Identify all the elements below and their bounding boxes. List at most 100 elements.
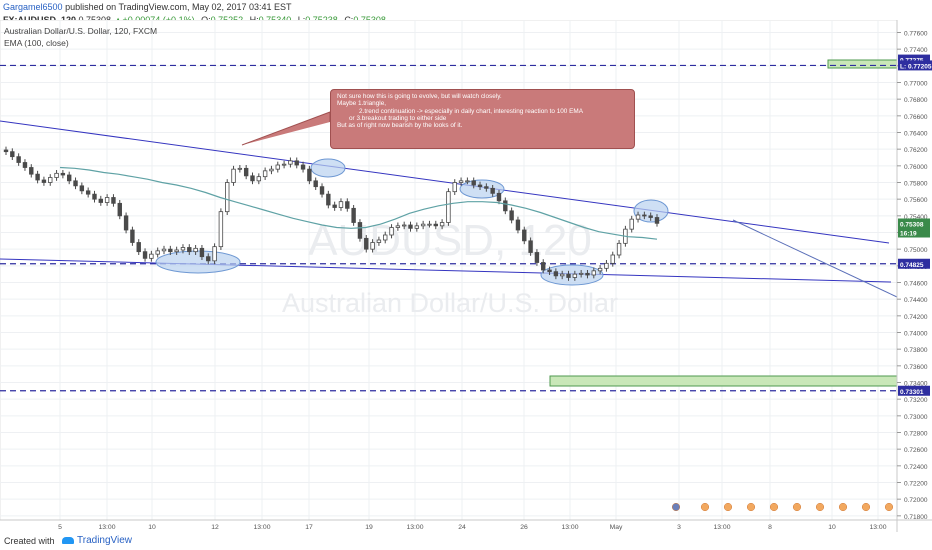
candle-body bbox=[250, 175, 255, 182]
y-tick-label: 0.75400 bbox=[904, 214, 928, 221]
candle-body bbox=[98, 198, 104, 203]
x-tick-label: 3 bbox=[677, 524, 681, 531]
candle-body bbox=[206, 256, 211, 262]
candle-body bbox=[408, 224, 413, 229]
event-flag-icon[interactable] bbox=[746, 502, 756, 512]
x-tick-label: 13:00 bbox=[253, 524, 270, 531]
y-tick-label: 0.72800 bbox=[904, 431, 928, 438]
annotation-note[interactable]: Not sure how this is going to evolve, bu… bbox=[330, 89, 635, 149]
candle-body bbox=[262, 170, 268, 178]
event-flag-icon[interactable] bbox=[792, 502, 802, 512]
candle-body bbox=[313, 180, 318, 188]
candle-body bbox=[307, 168, 312, 182]
candle-body bbox=[597, 267, 603, 272]
candle-body bbox=[578, 272, 584, 275]
candle-body bbox=[351, 207, 356, 223]
candle-body bbox=[515, 219, 521, 231]
y-tick-label: 0.74000 bbox=[904, 331, 928, 338]
x-tick-label: 17 bbox=[305, 524, 313, 531]
candle-body bbox=[85, 190, 91, 195]
candle-body bbox=[648, 215, 653, 218]
candle-body bbox=[60, 172, 66, 176]
demand-zone[interactable] bbox=[549, 375, 898, 387]
candle-body bbox=[616, 242, 622, 256]
price-label: 0.75308 bbox=[900, 222, 924, 229]
candle-body bbox=[136, 242, 141, 253]
candle-body bbox=[541, 262, 546, 271]
y-tick-label: 0.72000 bbox=[904, 497, 928, 504]
candle-body bbox=[225, 182, 230, 213]
candle-body bbox=[243, 167, 249, 177]
price-chart[interactable]: AUDUSD, 120 Australian Dollar/U.S. Dollar… bbox=[0, 20, 932, 532]
candle-body bbox=[433, 223, 438, 227]
candle-body bbox=[281, 163, 287, 166]
y-tick-label: 0.75600 bbox=[904, 197, 928, 204]
candle-body bbox=[16, 156, 21, 163]
author-link[interactable]: Gargamel6500 bbox=[3, 2, 63, 12]
chart-title: Australian Dollar/U.S. Dollar, 120, FXCM bbox=[4, 26, 157, 36]
y-tick-label: 0.74400 bbox=[904, 297, 928, 304]
x-tick-label: 8 bbox=[768, 524, 772, 531]
price-label-box bbox=[898, 227, 930, 238]
candle-body bbox=[376, 239, 382, 243]
y-tick-label: 0.72200 bbox=[904, 481, 928, 488]
note-line: But as of right now bearish by the looks… bbox=[337, 122, 463, 130]
x-tick-label: 19 bbox=[365, 524, 373, 531]
footer: Created with TradingView bbox=[0, 532, 932, 550]
y-tick-label: 0.76800 bbox=[904, 97, 928, 104]
candle-body bbox=[414, 225, 420, 229]
candle-body bbox=[10, 151, 15, 158]
candle-body bbox=[168, 248, 173, 253]
tradingview-link[interactable]: TradingView bbox=[62, 535, 132, 546]
lower-trendline[interactable] bbox=[0, 258, 892, 283]
candle-body bbox=[458, 180, 464, 183]
event-flag-icon[interactable] bbox=[838, 502, 848, 512]
x-tick-label: 12 bbox=[211, 524, 219, 531]
price-label-box bbox=[898, 258, 930, 269]
upper-trendline[interactable] bbox=[0, 120, 890, 244]
x-tick-label: 13:00 bbox=[406, 524, 423, 531]
highlight-ellipse[interactable] bbox=[155, 250, 241, 274]
candle-body bbox=[547, 269, 552, 273]
note-line: Not sure how this is going to evolve, bu… bbox=[337, 93, 502, 100]
highlight-ellipse[interactable] bbox=[633, 199, 669, 223]
highlight-ellipse[interactable] bbox=[310, 158, 346, 178]
tradingview-logo-icon bbox=[62, 536, 74, 544]
price-label-box bbox=[898, 60, 932, 71]
candle-body bbox=[300, 164, 306, 170]
candle-body bbox=[29, 167, 34, 175]
candle-body bbox=[79, 185, 85, 192]
candle-body bbox=[427, 223, 432, 226]
candle-body bbox=[559, 273, 565, 277]
event-flag-icon[interactable] bbox=[723, 502, 733, 512]
y-tick-label: 0.72600 bbox=[904, 447, 928, 454]
event-flag-icon[interactable] bbox=[861, 502, 871, 512]
candle-body bbox=[73, 180, 78, 187]
projection-line[interactable] bbox=[732, 219, 898, 298]
x-tick-label: 13:00 bbox=[98, 524, 115, 531]
candle-body bbox=[117, 202, 122, 217]
candle-body bbox=[471, 180, 476, 186]
event-flag-icon[interactable] bbox=[769, 502, 779, 512]
candle-body bbox=[269, 168, 274, 172]
supply-zone[interactable] bbox=[827, 59, 898, 69]
candle-body bbox=[212, 246, 217, 262]
candle-body bbox=[294, 160, 299, 166]
y-tick-label: 0.76600 bbox=[904, 114, 928, 121]
candle-body bbox=[370, 242, 375, 250]
event-flag-icon[interactable] bbox=[700, 502, 710, 512]
event-flag-icon[interactable] bbox=[671, 502, 681, 512]
y-tick-label: 0.77600 bbox=[904, 31, 928, 38]
candle-body bbox=[319, 186, 325, 195]
candle-body bbox=[288, 160, 293, 165]
y-tick-label: 0.76400 bbox=[904, 131, 928, 138]
price-label-box bbox=[898, 385, 930, 396]
x-tick-label: 13:00 bbox=[869, 524, 886, 531]
event-flag-icon[interactable] bbox=[884, 502, 894, 512]
price-label: L: 0.77205 bbox=[900, 63, 932, 70]
x-tick-label: 13:00 bbox=[561, 524, 578, 531]
event-flag-icon[interactable] bbox=[815, 502, 825, 512]
candle-body bbox=[604, 262, 609, 269]
candle-body bbox=[326, 193, 331, 206]
candle-body bbox=[401, 224, 407, 227]
